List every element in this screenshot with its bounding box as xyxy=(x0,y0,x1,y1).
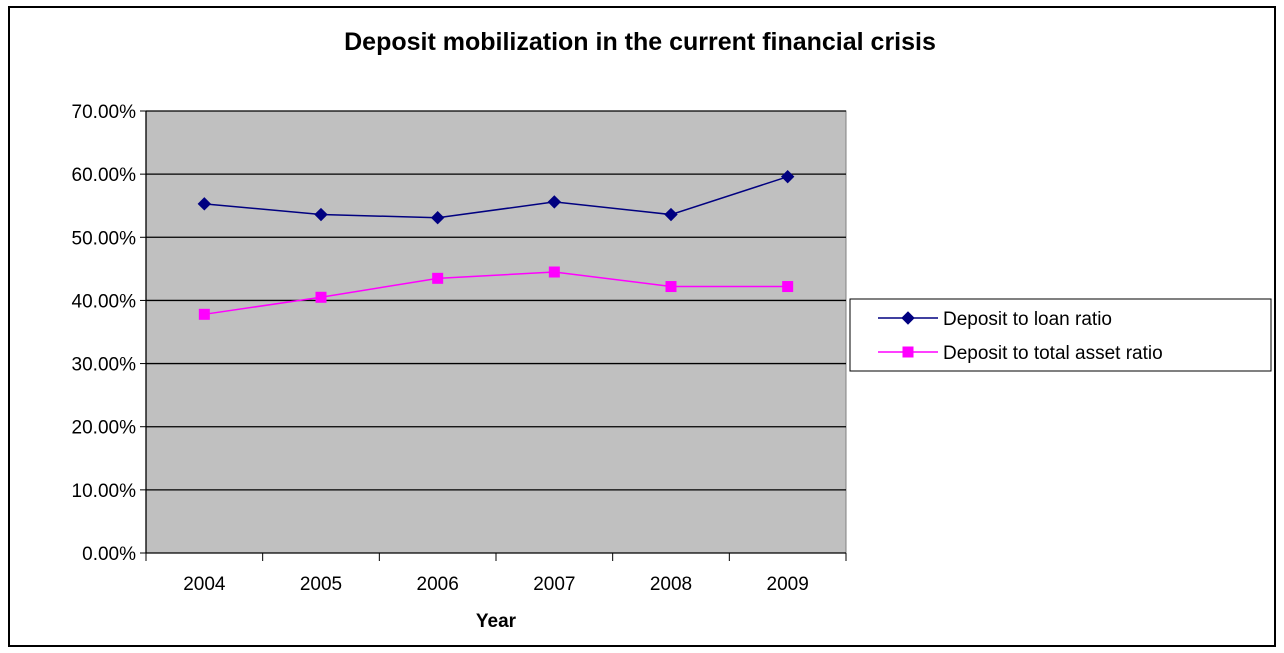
legend-item-2: Deposit to total asset ratio xyxy=(878,343,1163,364)
data-point xyxy=(314,207,328,222)
chart-title: Deposit mobilization in the current fina… xyxy=(344,28,936,56)
data-point xyxy=(780,169,795,184)
data-point xyxy=(548,266,560,278)
series-layer xyxy=(197,169,795,320)
x-tick-label: 2008 xyxy=(650,574,692,595)
data-point xyxy=(198,308,210,320)
y-tick-label: 50.00% xyxy=(72,228,137,249)
data-point xyxy=(315,291,327,303)
y-tick-label: 30.00% xyxy=(72,355,137,376)
x-tick-label: 2004 xyxy=(183,574,226,595)
legend-marker xyxy=(902,346,914,358)
data-point xyxy=(197,197,212,211)
x-tick-label: 2006 xyxy=(417,574,459,595)
y-tick-label: 40.00% xyxy=(72,291,137,312)
x-tick-label: 2005 xyxy=(300,574,342,595)
legend-marker xyxy=(901,311,915,325)
gridlines xyxy=(146,110,846,491)
data-point xyxy=(664,207,678,222)
series-line xyxy=(204,271,788,316)
plot-area xyxy=(145,110,847,554)
y-tick-label: 70.00% xyxy=(72,102,137,123)
data-point xyxy=(432,272,444,284)
data-point xyxy=(547,195,562,209)
y-tick-label: 60.00% xyxy=(72,165,137,186)
legend-label: Deposit to loan ratio xyxy=(943,309,1112,330)
legend: Deposit to loan ratio Deposit to total as… xyxy=(849,298,1272,372)
x-tick-label: 2007 xyxy=(533,574,575,595)
data-point xyxy=(430,211,445,225)
y-tick-label: 10.00% xyxy=(72,481,137,502)
legend-box xyxy=(849,298,1272,372)
x-axis: 2004 2005 2006 2007 2008 2009 xyxy=(145,111,847,595)
y-tick-label: 20.00% xyxy=(72,418,137,439)
legend-item-1: Deposit to loan ratio xyxy=(878,309,1112,330)
y-axis: 0.00% 10.00% 20.00% 30.00% 40.00% 50.00% 60.00… xyxy=(72,102,146,565)
data-point xyxy=(782,281,794,293)
x-tick-label: 2009 xyxy=(767,574,809,595)
series-1 xyxy=(197,169,795,225)
x-axis-title: Year xyxy=(476,611,517,632)
legend-label: Deposit to total asset ratio xyxy=(943,343,1163,364)
series-2 xyxy=(198,266,794,320)
series-line xyxy=(204,175,788,219)
y-tick-label: 0.00% xyxy=(82,544,136,565)
data-point xyxy=(665,281,677,293)
